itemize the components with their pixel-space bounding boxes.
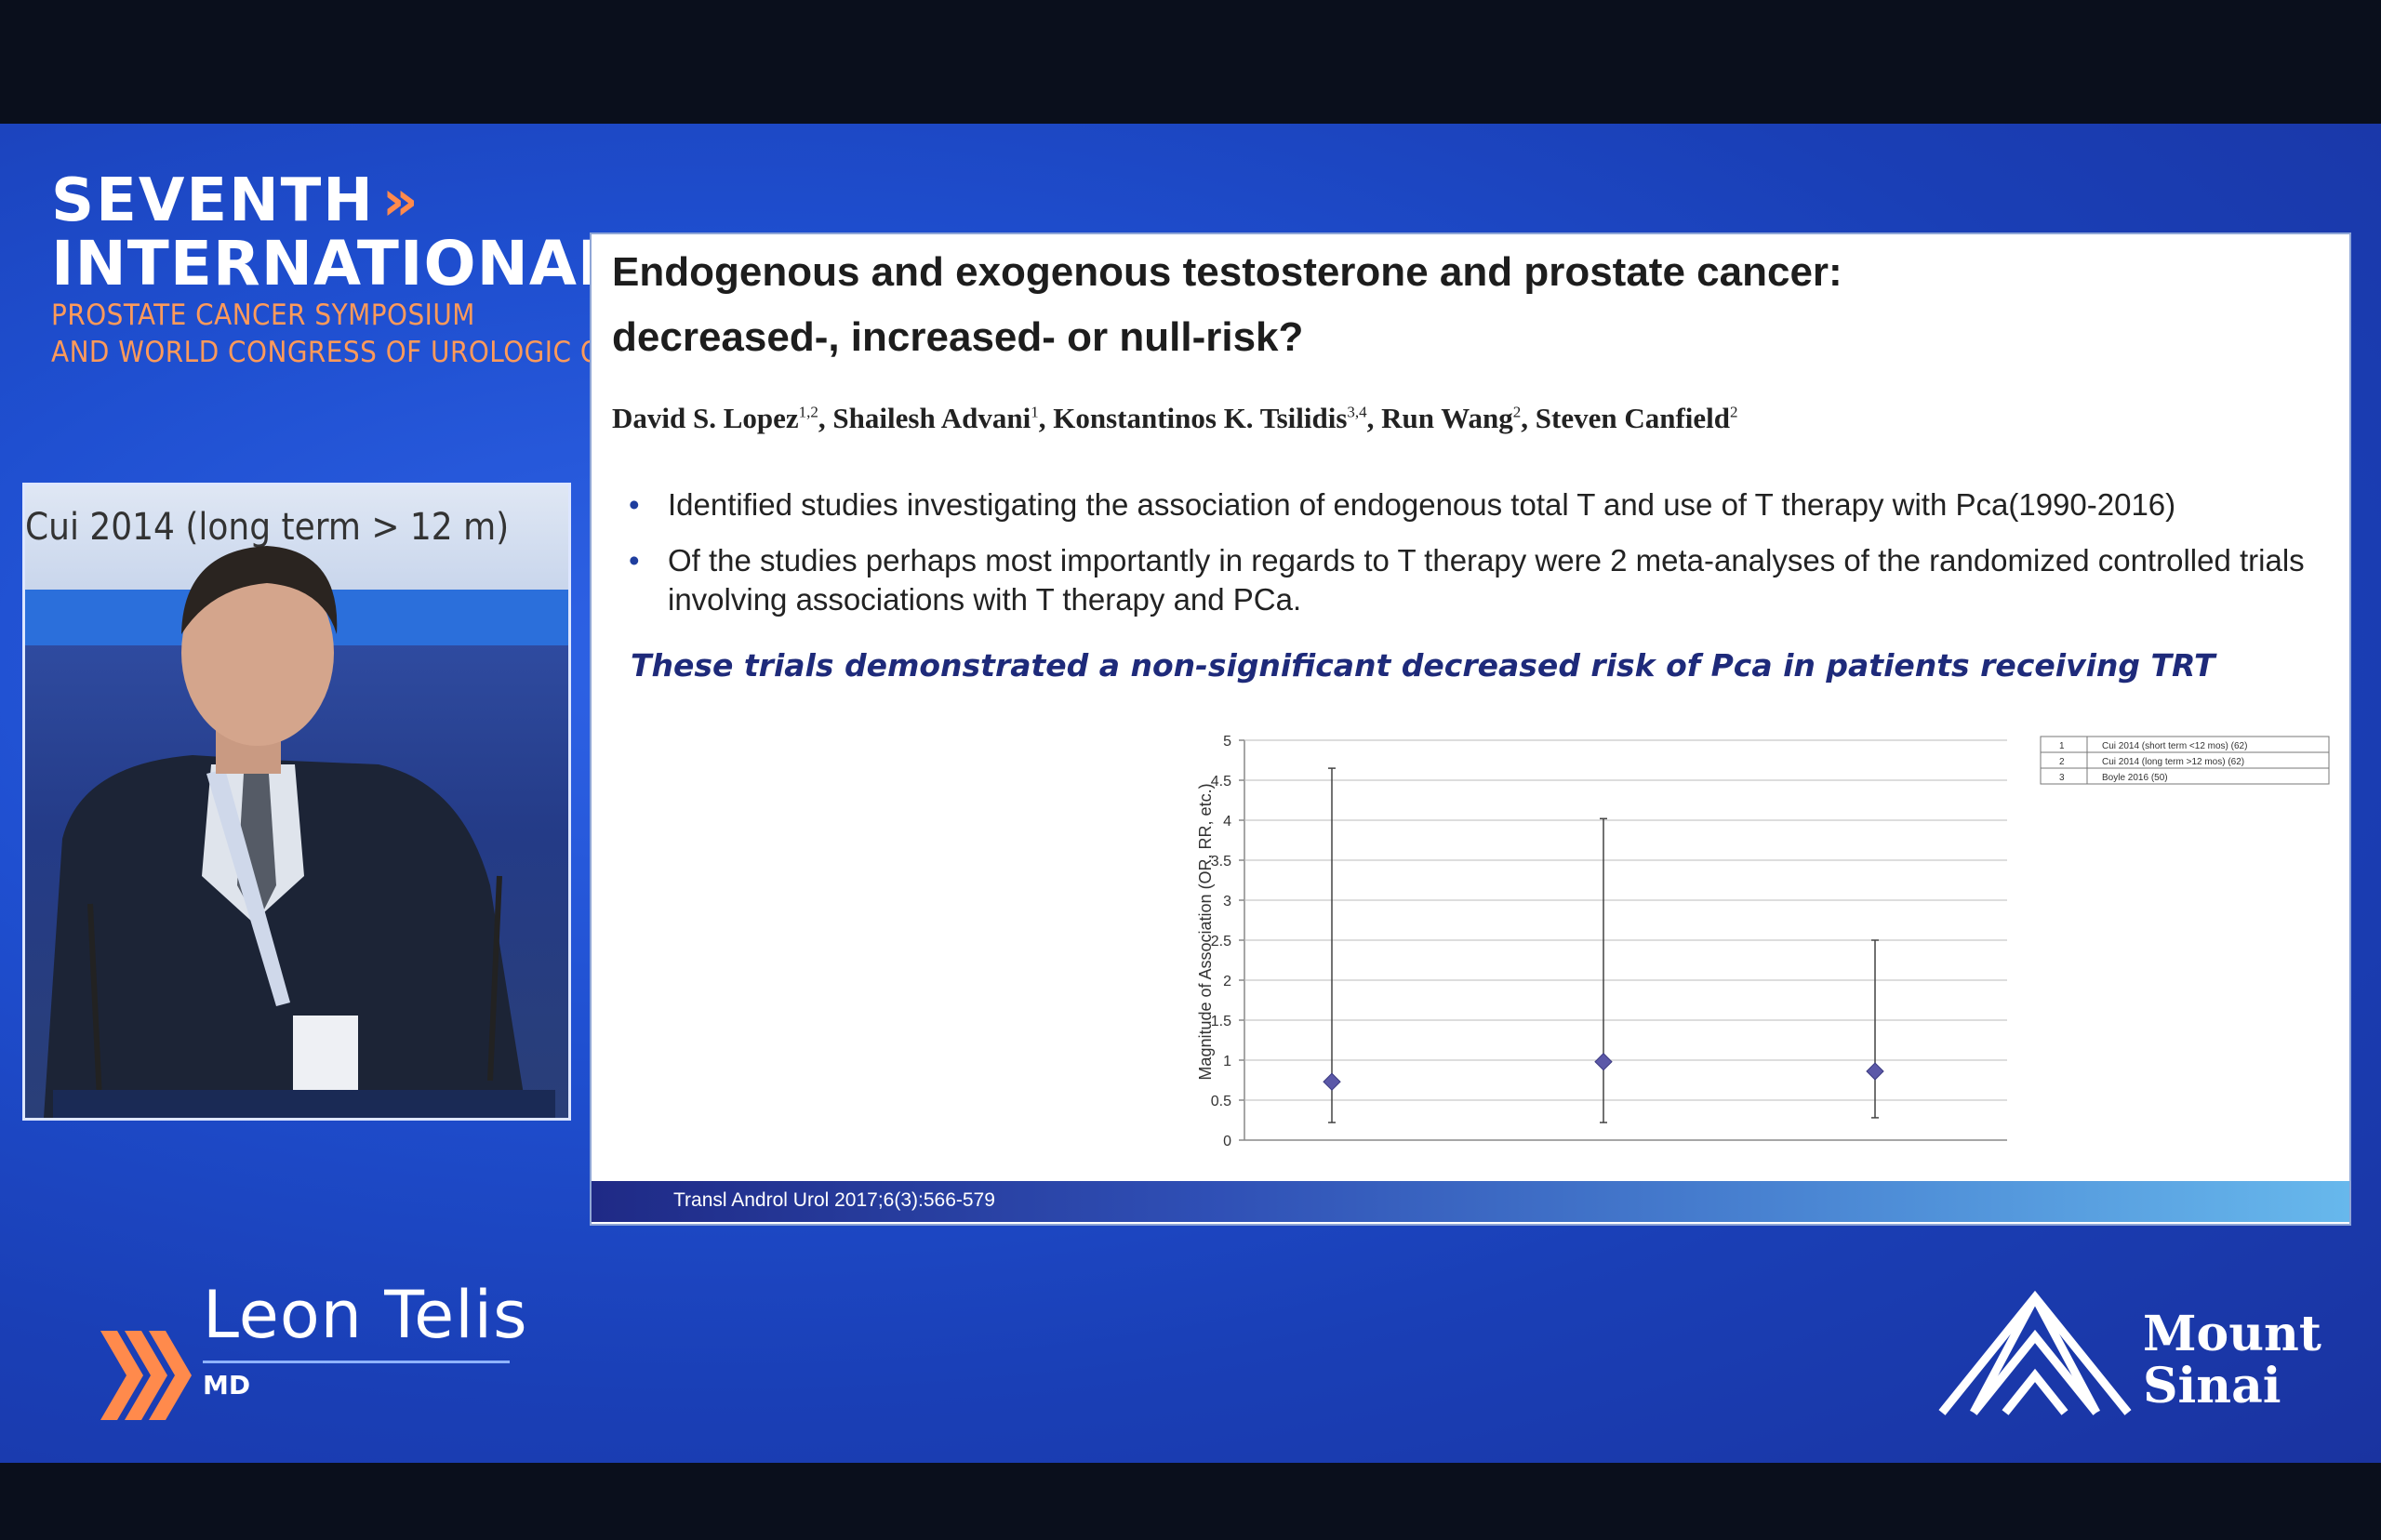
chart-marks xyxy=(1323,767,1884,1123)
logo-chevron-icon: » xyxy=(381,168,419,233)
slide-bullet-list: • Identified studies investigating the a… xyxy=(629,485,2340,636)
chart-y-tick-label: 2.5 xyxy=(1211,934,1231,949)
bullet-dot-icon: • xyxy=(629,487,640,522)
chart-y-tick-label: 3.5 xyxy=(1211,854,1231,870)
slide-authors: David S. Lopez1,2, Shailesh Advani1, Kon… xyxy=(612,402,1738,434)
legend-label-text: Boyle 2016 (50) xyxy=(2102,773,2168,783)
chart-y-tick-label: 1.5 xyxy=(1211,1014,1231,1029)
author-name: Shailesh Advani xyxy=(832,402,1031,434)
chart-y-tick-label: 4.5 xyxy=(1211,774,1231,790)
author-name: Steven Canfield xyxy=(1535,402,1730,434)
speaker-name: Leon Telis xyxy=(203,1277,528,1353)
legend-cell-label xyxy=(2086,767,2330,785)
speaker-divider xyxy=(203,1361,510,1363)
speaker-silhouette xyxy=(44,546,555,1118)
slide-title-line-1: Endogenous and exogenous testosterone an… xyxy=(612,249,1842,295)
logo-seventh: SEVENTH xyxy=(51,166,375,235)
presentation-slide: Endogenous and exogenous testosterone an… xyxy=(590,232,2351,1226)
speaker-chevron-icon xyxy=(100,1331,192,1420)
legend-label-text: Cui 2014 (long term >12 mos) (62) xyxy=(2102,757,2244,767)
slide-citation: Transl Androl Urol 2017;6(3):566-579 xyxy=(673,1189,995,1211)
mount-sinai-logo: Mount Sinai xyxy=(1936,1290,2321,1425)
logo-international: INTERNATIONAL xyxy=(51,228,618,299)
chart-point xyxy=(1323,1072,1341,1091)
chart-y-tick-label: 1 xyxy=(1223,1054,1231,1069)
chart-y-tick-label: 0.5 xyxy=(1211,1094,1231,1109)
speaker-credential: MD xyxy=(203,1370,251,1401)
bullet-text: Of the studies perhaps most importantly … xyxy=(668,543,2305,617)
logo-line-1: SEVENTH » xyxy=(51,170,731,232)
author-name: David S. Lopez xyxy=(612,402,799,434)
legend-index-text: 3 xyxy=(2059,773,2065,783)
chart-point xyxy=(1594,1053,1613,1071)
chart-y-tick-label: 0 xyxy=(1223,1134,1231,1149)
mount-sinai-word-2: Sinai xyxy=(2143,1358,2281,1414)
chart-ylabel: Magnitude of Association (OR, RR, etc.) xyxy=(1196,783,1215,1080)
letterbox-top xyxy=(0,0,2381,124)
legend-label-text: Cui 2014 (short term <12 mos) (62) xyxy=(2102,741,2247,751)
bullet-text: Identified studies investigating the ass… xyxy=(668,487,2176,522)
author-affiliation: 2 xyxy=(1730,403,1738,421)
bullet-item: • Identified studies investigating the a… xyxy=(629,485,2340,524)
author-affiliation: 2 xyxy=(1512,403,1522,421)
legend-index-text: 1 xyxy=(2059,741,2065,751)
video-background-screen-text: Cui 2014 (long term > 12 m) xyxy=(25,506,510,549)
bullet-item: • Of the studies perhaps most importantl… xyxy=(629,541,2340,619)
chart-point xyxy=(1866,1062,1884,1081)
bullet-dot-icon: • xyxy=(629,543,640,578)
chart-y-tick-label: 5 xyxy=(1223,734,1231,750)
mount-sinai-word-1: Mount xyxy=(2143,1306,2321,1362)
legend-index-text: 2 xyxy=(2059,757,2065,767)
logo-subtitle-1: PROSTATE CANCER SYMPOSIUM xyxy=(51,299,475,332)
slide-title: Endogenous and exogenous testosterone an… xyxy=(612,240,2193,370)
letterbox-bottom xyxy=(0,1463,2381,1540)
slide-emphasis-text: These trials demonstrated a non-signific… xyxy=(631,647,2215,684)
chart-y-tick-label: 4 xyxy=(1223,814,1231,830)
chart-y-tick-label: 3 xyxy=(1223,894,1231,909)
speaker-video-feed: Cui 2014 (long term > 12 m) xyxy=(22,483,571,1121)
chart-y-tick-label: 2 xyxy=(1223,974,1231,989)
chart-legend-table: 1 Cui 2014 (short term <12 mos) (62) 2 Cui … xyxy=(2040,736,2330,785)
author-affiliation: 1 xyxy=(1031,403,1039,421)
broadcast-stage: SEVENTH » INTERNATIONAL PROSTATE CANCER … xyxy=(0,124,2381,1463)
author-name: Konstantinos K. Tsilidis xyxy=(1053,402,1348,434)
mount-sinai-mountain-icon xyxy=(1938,1290,2132,1415)
symposium-logo: SEVENTH » INTERNATIONAL PROSTATE CANCER … xyxy=(51,170,731,371)
author-name: Run Wang xyxy=(1381,402,1513,434)
error-bar-chart: 00.511.522.533.544.551) Cui 2014 (short … xyxy=(1196,734,2330,1149)
author-affiliation: 1,2 xyxy=(798,403,818,421)
mount-sinai-wordmark: Mount Sinai xyxy=(2143,1308,2321,1413)
chart-grid: 00.511.522.533.544.551) Cui 2014 (short … xyxy=(1211,734,2007,1149)
slide-footer-bar: Transl Androl Urol 2017;6(3):566-579 xyxy=(592,1181,2349,1222)
author-affiliation: 3,4 xyxy=(1347,403,1367,421)
slide-title-line-2: decreased-, increased- or null-risk? xyxy=(612,314,1304,360)
